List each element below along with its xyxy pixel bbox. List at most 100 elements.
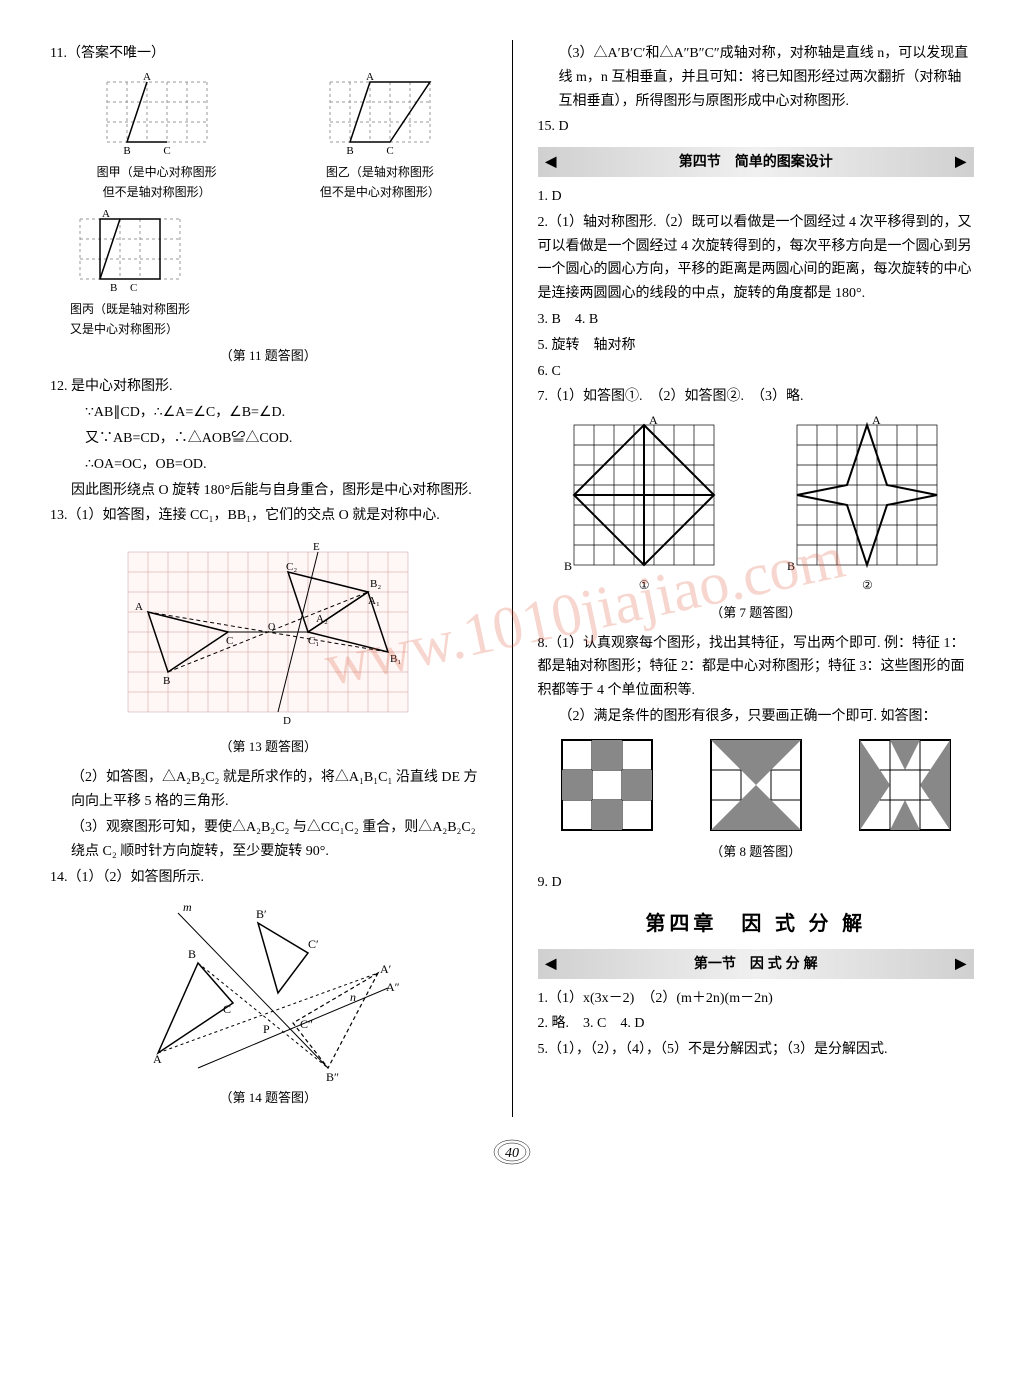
s4-q7: 7.（1）如答图①. （2）如答图②. （3）略. (538, 385, 975, 409)
s4-q6: 6. C (538, 360, 975, 384)
svg-text:B₁: B₁ (390, 653, 401, 665)
q13-caption: （第 13 题答图） (50, 736, 487, 758)
q7-figs: A B ① A B ② (538, 415, 975, 595)
svg-text:B: B (787, 559, 795, 573)
q11-fig-a: A B C 图甲（是中心对称图形 但不是轴对称图形） (97, 72, 217, 203)
page-number: 40 (50, 1137, 974, 1167)
svg-text:C: C (386, 145, 393, 157)
svg-text:C: C (130, 282, 137, 294)
svg-text:C′: C′ (308, 937, 319, 951)
q13-line1: 13.（1）如答图，连接 CC₁，BB₁，它们的交点 O 就是对称中心. (50, 504, 487, 528)
svg-text:m: m (183, 900, 192, 914)
svg-text:D: D (283, 715, 291, 727)
fig-8-3 (855, 735, 955, 835)
right-column: （3）△A′B′C′和△A″B″C″成轴对称，对称轴是直线 n，可以发现直线 m… (538, 40, 975, 1117)
left-column: 11.（答案不唯一） A B C 图甲（是中心对称图形 但不是轴对称图形） (50, 40, 487, 1117)
svg-text:C₂: C₂ (286, 561, 297, 573)
svg-text:B′: B′ (256, 907, 267, 921)
s4-q8a: 8.（1）认真观察每个图形，找出其特征，写出两个即可. 例：特征 1：都是轴对称… (538, 632, 975, 703)
svg-text:B: B (564, 559, 572, 573)
fig-14-svg: A B C P m n B′ A′ C′ A″ B″ C″ (128, 893, 408, 1083)
svg-text:P: P (263, 1022, 270, 1036)
q7-fig1-num: ① (564, 575, 724, 595)
fig-11b-svg: A B C (320, 72, 440, 162)
q12-line3: 又∵AB=CD，∴△AOB≌△COD. (50, 427, 487, 451)
q7-fig1: A B ① (564, 415, 724, 595)
s4-q9: 9. D (538, 871, 975, 895)
svg-text:n: n (350, 990, 356, 1004)
fig-8-2 (706, 735, 806, 835)
q8-caption: （第 8 题答图） (538, 841, 975, 863)
svg-text:A: A (102, 209, 110, 220)
q7-fig2: A B ② (787, 415, 947, 595)
svg-text:C: C (226, 635, 233, 647)
page-num-ornament: 40 (492, 1137, 532, 1167)
s4-q3: 3. B 4. B (538, 308, 975, 332)
fig-13-svg: E D A B C O B₁ B₂ C₁ C₂ A₂ A₁ (108, 532, 428, 732)
svg-text:E: E (313, 541, 320, 553)
q7-fig2-num: ② (787, 575, 947, 595)
q11-intro: 11.（答案不唯一） (50, 42, 487, 66)
q11-figs-row1: A B C 图甲（是中心对称图形 但不是轴对称图形） A B C 图乙（是轴对称… (50, 72, 487, 203)
svg-text:C: C (223, 1002, 231, 1016)
fig-7-1-svg: A B (564, 415, 724, 575)
fig-8-1 (557, 735, 657, 835)
s4-q8b: （2）满足条件的图形有很多，只要画正确一个即可. 如答图： (538, 705, 975, 729)
svg-text:A: A (872, 415, 881, 427)
s4-q2: 2.（1）轴对称图形.（2）既可以看做是一个圆经过 4 次平移得到的，又可以看做… (538, 211, 975, 306)
q13-line3: （3）观察图形可知，要使△A₂B₂C₂ 与△CC₁C₂ 重合，则△A₂B₂C₂ … (50, 816, 487, 864)
q11-figs-row2: A B C 图丙（既是轴对称图形 又是中心对称图形） (50, 209, 487, 340)
svg-text:A: A (649, 415, 658, 427)
q14-line1: 14.（1）（2）如答图所示. (50, 866, 487, 890)
q12-line5: 因此图形绕点 O 旋转 180°后能与自身重合，图形是中心对称图形. (50, 479, 487, 503)
svg-text:40: 40 (505, 1146, 519, 1161)
page-container: 11.（答案不唯一） A B C 图甲（是中心对称图形 但不是轴对称图形） (50, 40, 974, 1117)
svg-text:A: A (366, 72, 374, 83)
svg-text:C: C (163, 145, 170, 157)
svg-text:A: A (143, 72, 151, 83)
svg-text:A′: A′ (380, 962, 392, 976)
cont-line15: 15. D (538, 115, 975, 139)
column-divider (512, 40, 513, 1117)
cont-line1: （3）△A′B′C′和△A″B″C″成轴对称，对称轴是直线 n，可以发现直线 m… (538, 42, 975, 113)
q12-line2: ∵AB∥CD，∴∠A=∠C，∠B=∠D. (50, 401, 487, 425)
svg-text:B: B (163, 675, 170, 687)
q12-line4: ∴OA=OC，OB=OD. (50, 453, 487, 477)
chapter-4-title: 第四章 因 式 分 解 (538, 907, 975, 941)
section-4-header: 第四节 简单的图案设计 (538, 147, 975, 177)
s4-q5: 5. 旋转 轴对称 (538, 334, 975, 358)
svg-text:B: B (110, 282, 117, 294)
svg-text:A: A (135, 601, 143, 613)
svg-text:B: B (188, 947, 196, 961)
q13-line2: （2）如答图，△A₂B₂C₂ 就是所求作的，将△A₁B₁C₁ 沿直线 DE 方向… (50, 766, 487, 814)
q12-line1: 12. 是中心对称图形. (50, 375, 487, 399)
fig-7-2-svg: A B (787, 415, 947, 575)
fig-11a-label: 图甲（是中心对称图形 但不是轴对称图形） (97, 162, 217, 203)
svg-text:A₁: A₁ (368, 595, 380, 607)
svg-text:B″: B″ (326, 1070, 339, 1083)
svg-text:B₂: B₂ (370, 578, 381, 590)
fig-11a-svg: A B C (97, 72, 217, 162)
c4-q1: 1.（1）x(3x－2) （2）(m＋2n)(m－2n) (538, 987, 975, 1011)
fig-11c-svg: A B C (70, 209, 190, 299)
q8-figs (538, 735, 975, 835)
svg-text:O: O (268, 622, 275, 633)
q11-caption: （第 11 题答图） (50, 345, 487, 367)
q11-fig-c: A B C 图丙（既是轴对称图形 又是中心对称图形） (70, 209, 190, 340)
svg-text:A: A (153, 1052, 162, 1066)
chap4-sec1-header: 第一节 因 式 分 解 (538, 949, 975, 979)
q11-fig-b: A B C 图乙（是轴对称图形 但不是中心对称图形） (320, 72, 440, 203)
q14-caption: （第 14 题答图） (50, 1087, 487, 1109)
svg-text:C″: C″ (300, 1017, 313, 1031)
svg-text:C₁: C₁ (308, 635, 319, 647)
svg-text:B: B (123, 145, 130, 157)
fig-11c-label: 图丙（既是轴对称图形 又是中心对称图形） (70, 299, 190, 340)
svg-text:B: B (346, 145, 353, 157)
svg-text:A₂: A₂ (316, 613, 328, 625)
c4-q5: 5.（1），（2），（4），（5）不是分解因式；（3）是分解因式. (538, 1038, 975, 1062)
fig-11b-label: 图乙（是轴对称图形 但不是中心对称图形） (320, 162, 440, 203)
c4-q2: 2. 略. 3. C 4. D (538, 1012, 975, 1036)
svg-text:A″: A″ (386, 980, 400, 994)
s4-q1: 1. D (538, 185, 975, 209)
q7-caption: （第 7 题答图） (538, 602, 975, 624)
